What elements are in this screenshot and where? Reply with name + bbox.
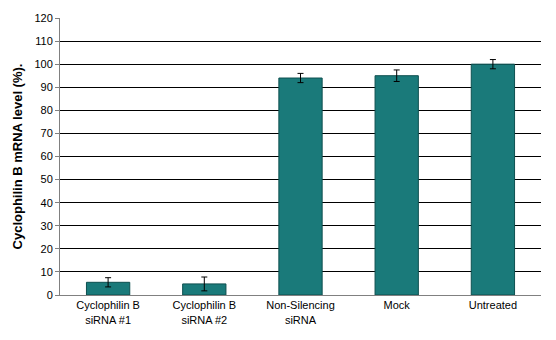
svg-text:20: 20 <box>41 243 53 255</box>
svg-text:30: 30 <box>41 220 53 232</box>
svg-text:40: 40 <box>41 197 53 209</box>
svg-text:90: 90 <box>41 81 53 93</box>
svg-text:50: 50 <box>41 173 53 185</box>
svg-text:Cyclophilin BsiRNA #2: Cyclophilin BsiRNA #2 <box>173 299 237 325</box>
svg-text:100: 100 <box>34 58 52 70</box>
svg-text:Non-SilencingsiRNA: Non-SilencingsiRNA <box>266 299 334 325</box>
svg-text:Cyclophilin BsiRNA #1: Cyclophilin BsiRNA #1 <box>76 299 140 325</box>
svg-text:10: 10 <box>41 266 53 278</box>
svg-text:Mock: Mock <box>384 299 411 311</box>
svg-text:Untreated: Untreated <box>469 299 517 311</box>
svg-text:60: 60 <box>41 150 53 162</box>
svg-text:110: 110 <box>35 35 53 47</box>
svg-text:0: 0 <box>47 289 53 301</box>
svg-text:80: 80 <box>41 104 53 116</box>
svg-text:Cyclophilin B mRNA level (%).: Cyclophilin B mRNA level (%). <box>10 64 25 250</box>
svg-text:120: 120 <box>34 12 52 24</box>
svg-text:70: 70 <box>41 127 53 139</box>
